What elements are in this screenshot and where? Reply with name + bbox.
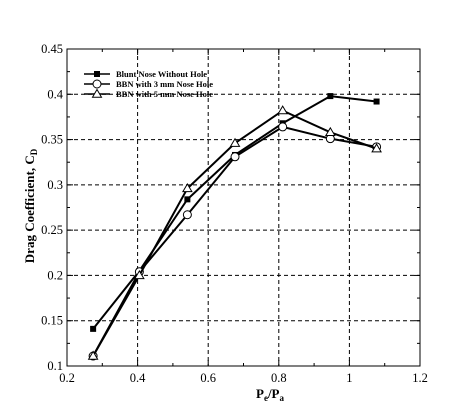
y-tick-label: 0.45 — [41, 42, 63, 56]
y-tick-label: 0.15 — [41, 314, 63, 328]
data-point-circle — [230, 152, 240, 162]
x-axis-label: Pe/Pa — [256, 386, 285, 403]
legend-label: Blunt Nose Without Hole — [116, 69, 207, 79]
series-triangle — [87, 105, 382, 360]
data-point-square — [184, 196, 191, 203]
y-tick-label: 0.1 — [47, 359, 63, 373]
x-axis-label-sub2: a — [280, 393, 285, 403]
y-tick-label: 0.25 — [41, 223, 63, 237]
grid-layer — [67, 49, 420, 366]
data-point-triangle — [324, 126, 336, 137]
data-point-square — [373, 98, 380, 105]
data-point-triangle — [133, 269, 145, 280]
data-point-square — [90, 325, 97, 332]
x-axis-label-main: P — [256, 386, 264, 401]
data-point-triangle — [87, 350, 99, 360]
y-tick-label: 0.35 — [41, 133, 63, 147]
x-tick-label: 0.4 — [130, 371, 146, 385]
tick-layer: 0.2 0.4 0.6 0.8 1 1.2 0.1 0.15 0.2 0.25 0.3 0.35 0.4… — [41, 42, 428, 385]
data-point-circle — [278, 122, 288, 132]
series-layer — [87, 93, 382, 361]
x-tick-label: 1.2 — [412, 371, 428, 385]
x-axis-label-sep: /P — [267, 386, 280, 401]
legend-item: BBN with 3 mm Nose Hole — [84, 79, 213, 89]
x-tick-label: 0.6 — [200, 371, 216, 385]
legend-label: BBN with 3 mm Nose Hole — [116, 79, 213, 89]
data-point-square — [327, 93, 334, 100]
data-point-triangle — [229, 137, 241, 147]
legend-marker-triangle — [91, 88, 103, 98]
data-point-triangle — [371, 143, 382, 153]
y-axis-label-main: Drag Coefficient, C — [22, 155, 37, 263]
x-tick-label: 0.8 — [271, 371, 287, 385]
y-tick-label: 0.4 — [47, 87, 63, 101]
y-axis-label-sub: D — [29, 148, 39, 155]
x-tick-label: 0.2 — [59, 371, 75, 385]
data-point-circle — [182, 210, 192, 220]
data-point-triangle — [182, 182, 193, 193]
y-tick-label: 0.3 — [47, 178, 63, 192]
legend-item: Blunt Nose Without Hole — [84, 69, 207, 79]
legend-item: BBN with 5 mm Nose Hole — [84, 88, 213, 99]
legend-marker-circle — [92, 79, 102, 89]
x-tick-label: 1 — [346, 371, 352, 385]
x-axis-label-sub1: e — [264, 393, 268, 403]
y-tick-label: 0.2 — [47, 268, 63, 282]
legend-label: BBN with 5 mm Nose Hole — [116, 89, 213, 99]
data-point-triangle — [277, 105, 289, 115]
y-axis-label: Drag Coefficient, CD — [22, 148, 39, 263]
legend-marker-square — [94, 71, 100, 77]
